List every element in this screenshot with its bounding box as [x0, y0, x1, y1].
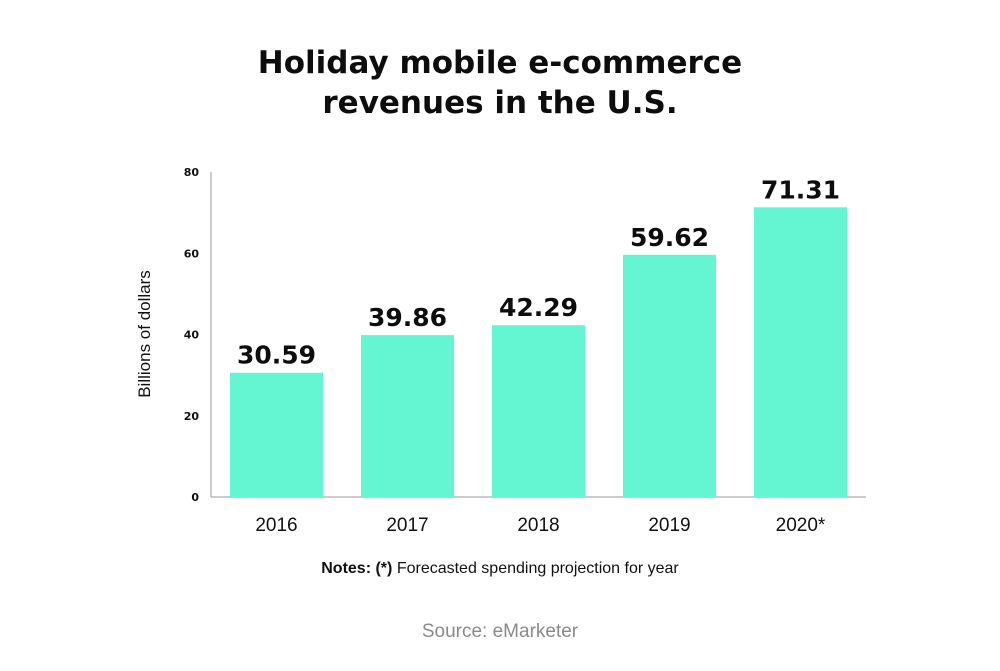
source-label: Source: eMarketer — [421, 621, 579, 642]
x-tick-label: 2020* — [776, 515, 826, 536]
x-tick-label: 2018 — [517, 515, 559, 536]
bar-2017 — [361, 335, 454, 497]
data-label: 42.29 — [499, 293, 578, 322]
y-axis-ticks: 0 20 40 60 80 — [184, 166, 200, 504]
chart-title-line-1: Holiday mobile e-commerce — [257, 45, 743, 81]
bar-2018 — [492, 325, 585, 497]
bars-group — [230, 207, 847, 497]
y-tick-label: 80 — [184, 166, 200, 179]
data-label: 71.31 — [761, 175, 840, 204]
notes-label: Notes: — [321, 560, 372, 577]
bar-2020-forecast — [754, 207, 847, 497]
value-labels-group: 30.59 39.86 42.29 59.62 71.31 — [237, 175, 840, 369]
notes-text: Forecasted spending projection for year — [396, 560, 679, 577]
data-label: 39.86 — [368, 303, 447, 332]
y-tick-label: 20 — [184, 410, 200, 423]
x-axis-ticks: 2016 2017 2018 2019 2020* — [255, 515, 826, 536]
bar-2019 — [623, 254, 716, 497]
bar-2016 — [230, 372, 323, 497]
x-tick-label: 2016 — [255, 515, 297, 536]
chart-notes: Notes: (*) Forecasted spending projectio… — [0, 560, 1000, 578]
y-tick-label: 60 — [184, 247, 200, 260]
x-tick-label: 2019 — [648, 515, 690, 536]
y-tick-label: 40 — [184, 329, 200, 342]
chart-title-line-2: revenues in the U.S. — [322, 85, 678, 121]
data-label: 30.59 — [237, 341, 316, 370]
y-axis-label: Billions of dollars — [135, 270, 154, 398]
x-tick-label: 2017 — [386, 515, 428, 536]
notes-marker: (*) — [375, 560, 393, 577]
data-label: 59.62 — [630, 223, 709, 252]
y-tick-label: 0 — [191, 491, 199, 504]
